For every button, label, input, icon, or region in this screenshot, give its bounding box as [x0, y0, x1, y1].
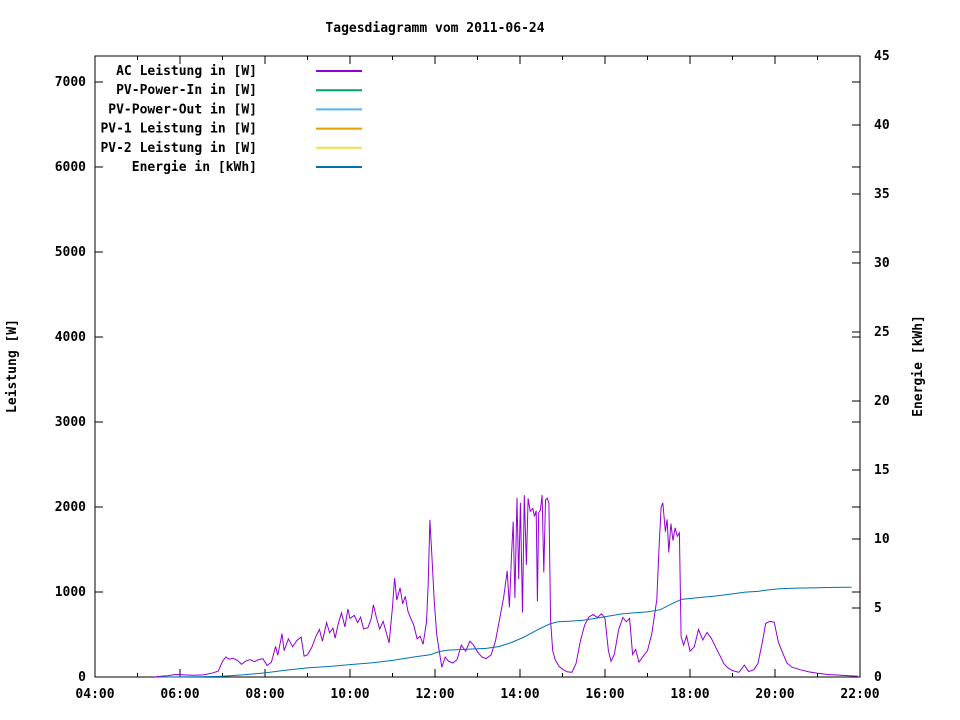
y-left-tick-label: 1000	[55, 585, 86, 600]
y-left-tick-label: 2000	[55, 500, 86, 515]
legend-label: PV-Power-In in [W]	[116, 83, 257, 98]
y-right-tick-labels: 0 5 10 15 20 25 30 35 40 45	[874, 49, 890, 685]
x-tick-label: 10:00	[330, 687, 369, 702]
x-tick-label: 12:00	[415, 687, 454, 702]
x-axis-tick-labels: 04:00 06:00 08:00 10:00 12:00 14:00 16:00 18:00…	[75, 687, 879, 702]
y-left-tick-label: 0	[78, 670, 86, 685]
x-axis-ticks	[94, 56, 861, 677]
left-axis-label: Leistung [W]	[5, 319, 20, 413]
legend-label: PV-1 Leistung in [W]	[100, 122, 257, 137]
series-energie	[158, 586, 852, 678]
y-right-tick-label: 35	[874, 187, 890, 202]
legend-label: PV-Power-Out in [W]	[108, 102, 257, 117]
x-tick-label: 08:00	[245, 687, 284, 702]
y-left-tick-labels: 0 1000 2000 3000 4000 5000 6000 7000	[55, 75, 86, 685]
y-right-tick-label: 15	[874, 463, 890, 478]
y-right-tick-label: 10	[874, 532, 890, 547]
x-tick-label: 16:00	[585, 687, 624, 702]
x-tick-label: 20:00	[755, 687, 794, 702]
legend-label: PV-2 Leistung in [W]	[100, 141, 257, 156]
legend: AC Leistung in [W] PV-Power-In in [W] PV-P…	[100, 64, 362, 175]
y-right-tick-label: 40	[874, 118, 890, 133]
x-tick-label: 04:00	[75, 687, 114, 702]
x-tick-label: 18:00	[670, 687, 709, 702]
legend-label: Energie in [kWh]	[132, 160, 257, 175]
x-tick-label: 06:00	[160, 687, 199, 702]
y-left-tick-label: 5000	[55, 245, 86, 260]
y-right-axis-ticks	[852, 55, 860, 678]
series-ac-leistung	[154, 495, 858, 678]
y-right-tick-label: 0	[874, 670, 882, 685]
y-right-tick-label: 30	[874, 256, 890, 271]
y-right-tick-label: 25	[874, 325, 890, 340]
y-left-tick-label: 3000	[55, 415, 86, 430]
chart-title: Tagesdiagramm vom 2011-06-24	[325, 21, 544, 36]
y-left-tick-label: 4000	[55, 330, 86, 345]
y-left-tick-label: 7000	[55, 75, 86, 90]
right-axis-label: Energie [kWh]	[911, 315, 926, 417]
x-tick-label: 22:00	[840, 687, 879, 702]
y-right-tick-label: 20	[874, 394, 890, 409]
series-lines	[154, 495, 858, 678]
x-tick-label: 14:00	[500, 687, 539, 702]
legend-label: AC Leistung in [W]	[116, 64, 257, 79]
y-right-tick-label: 5	[874, 601, 882, 616]
y-right-tick-label: 45	[874, 49, 890, 64]
y-left-tick-label: 6000	[55, 160, 86, 175]
